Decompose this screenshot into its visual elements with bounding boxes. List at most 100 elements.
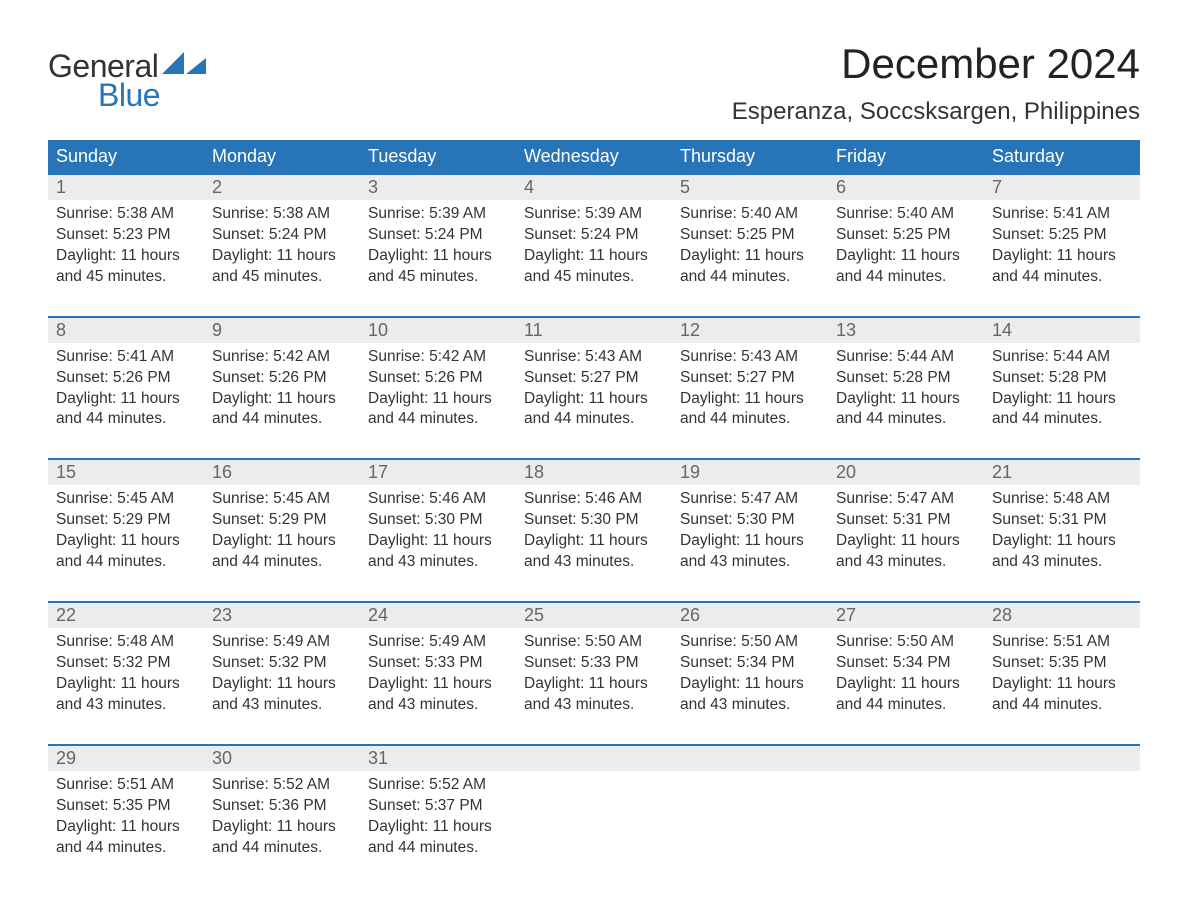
daylight-line-1: Daylight: 11 hours [56,389,196,410]
sunrise-line: Sunrise: 5:42 AM [212,347,352,368]
day-number: 2 [204,175,360,200]
day-number: 20 [828,460,984,485]
sunrise-line: Sunrise: 5:45 AM [56,489,196,510]
month-title: December 2024 [732,40,1140,88]
daylight-line-1: Daylight: 11 hours [992,674,1132,695]
daylight-line-1: Daylight: 11 hours [680,246,820,267]
day-number: 3 [360,175,516,200]
sunrise-line: Sunrise: 5:47 AM [680,489,820,510]
daylight-line-1: Daylight: 11 hours [680,531,820,552]
daylight-line-2: and 44 minutes. [680,267,820,288]
day-cell: Sunrise: 5:50 AMSunset: 5:34 PMDaylight:… [828,628,984,724]
day-number: 28 [984,603,1140,628]
sunrise-line: Sunrise: 5:50 AM [524,632,664,653]
day-number [828,746,984,771]
day-body-row: Sunrise: 5:48 AMSunset: 5:32 PMDaylight:… [48,628,1140,724]
day-body-row: Sunrise: 5:45 AMSunset: 5:29 PMDaylight:… [48,485,1140,581]
daylight-line-2: and 44 minutes. [836,695,976,716]
sunset-line: Sunset: 5:25 PM [992,225,1132,246]
sunset-line: Sunset: 5:36 PM [212,796,352,817]
daynum-band: 22232425262728 [48,603,1140,628]
sunrise-line: Sunrise: 5:46 AM [368,489,508,510]
sunrise-line: Sunrise: 5:43 AM [524,347,664,368]
weekday-header-row: SundayMondayTuesdayWednesdayThursdayFrid… [48,140,1140,175]
sunset-line: Sunset: 5:24 PM [212,225,352,246]
daylight-line-2: and 44 minutes. [212,552,352,573]
page-header: General Blue December 2024 Esperanza, So… [48,40,1140,132]
day-cell: Sunrise: 5:40 AMSunset: 5:25 PMDaylight:… [828,200,984,296]
weekday-label: Sunday [48,140,204,175]
weekday-label: Monday [204,140,360,175]
day-number: 18 [516,460,672,485]
sunrise-line: Sunrise: 5:52 AM [212,775,352,796]
day-number: 22 [48,603,204,628]
day-number: 29 [48,746,204,771]
daylight-line-2: and 44 minutes. [524,409,664,430]
day-number [984,746,1140,771]
daylight-line-2: and 45 minutes. [524,267,664,288]
day-cell: Sunrise: 5:51 AMSunset: 5:35 PMDaylight:… [984,628,1140,724]
day-cell: Sunrise: 5:41 AMSunset: 5:26 PMDaylight:… [48,343,204,439]
day-number: 14 [984,318,1140,343]
day-cell: Sunrise: 5:50 AMSunset: 5:33 PMDaylight:… [516,628,672,724]
daylight-line-1: Daylight: 11 hours [368,389,508,410]
day-number: 23 [204,603,360,628]
day-number: 7 [984,175,1140,200]
sunset-line: Sunset: 5:35 PM [992,653,1132,674]
day-body-row: Sunrise: 5:38 AMSunset: 5:23 PM Daylight:… [48,200,1140,296]
weekday-label: Wednesday [516,140,672,175]
weekday-label: Friday [828,140,984,175]
daylight-line-2: and 43 minutes. [992,552,1132,573]
daylight-line-1: Daylight: 11 hours [212,817,352,838]
day-cell: Sunrise: 5:47 AMSunset: 5:30 PMDaylight:… [672,485,828,581]
sunset-line: Sunset: 5:30 PM [524,510,664,531]
day-number: 13 [828,318,984,343]
daylight-line-2: and 44 minutes. [836,267,976,288]
day-cell: Sunrise: 5:44 AMSunset: 5:28 PMDaylight:… [984,343,1140,439]
sunset-line: Sunset: 5:32 PM [56,653,196,674]
sunset-line: Sunset: 5:24 PM [368,225,508,246]
sunrise-line: Sunrise: 5:39 AM [524,204,664,225]
daylight-line-1: Daylight: 11 hours [992,531,1132,552]
daylight-line-2: and 45 minutes. [56,267,196,288]
sunset-line: Sunset: 5:31 PM [836,510,976,531]
day-body-row: Sunrise: 5:51 AMSunset: 5:35 PMDaylight:… [48,771,1140,867]
day-cell [828,771,984,867]
day-cell: Sunrise: 5:38 AMSunset: 5:24 PMDaylight:… [204,200,360,296]
day-number: 12 [672,318,828,343]
sunrise-line: Sunrise: 5:41 AM [56,347,196,368]
sunrise-line: Sunrise: 5:38 AM [56,204,196,225]
sunrise-line: Sunrise: 5:44 AM [836,347,976,368]
daylight-line-1: Daylight: 11 hours [524,674,664,695]
daylight-line-1: Daylight: 11 hours [212,389,352,410]
daylight-line-2: and 44 minutes. [56,838,196,859]
daylight-line-1: Daylight: 11 hours [524,531,664,552]
sunrise-line: Sunrise: 5:44 AM [992,347,1132,368]
day-cell: Sunrise: 5:44 AMSunset: 5:28 PMDaylight:… [828,343,984,439]
day-number: 17 [360,460,516,485]
day-cell: Sunrise: 5:38 AMSunset: 5:23 PMDaylight:… [48,200,204,296]
day-number: 19 [672,460,828,485]
sunrise-line: Sunrise: 5:40 AM [680,204,820,225]
day-number: 16 [204,460,360,485]
sunrise-line: Sunrise: 5:49 AM [212,632,352,653]
daylight-line-2: and 43 minutes. [680,695,820,716]
day-number [516,746,672,771]
daylight-line-2: and 44 minutes. [368,838,508,859]
daylight-line-1: Daylight: 11 hours [368,674,508,695]
sunset-line: Sunset: 5:34 PM [680,653,820,674]
day-cell: Sunrise: 5:40 AMSunset: 5:25 PMDaylight:… [672,200,828,296]
day-cell: Sunrise: 5:48 AMSunset: 5:31 PMDaylight:… [984,485,1140,581]
sunset-line: Sunset: 5:23 PM [56,225,196,246]
daylight-line-1: Daylight: 11 hours [56,817,196,838]
day-cell: Sunrise: 5:49 AMSunset: 5:32 PMDaylight:… [204,628,360,724]
sunset-line: Sunset: 5:26 PM [212,368,352,389]
sunrise-line: Sunrise: 5:51 AM [992,632,1132,653]
day-cell: Sunrise: 5:46 AMSunset: 5:30 PMDaylight:… [360,485,516,581]
daylight-line-2: and 44 minutes. [368,409,508,430]
day-cell: Sunrise: 5:42 AMSunset: 5:26 PMDaylight:… [360,343,516,439]
weekday-label: Saturday [984,140,1140,175]
day-number: 11 [516,318,672,343]
daylight-line-2: and 45 minutes. [368,267,508,288]
daylight-line-2: and 44 minutes. [680,409,820,430]
